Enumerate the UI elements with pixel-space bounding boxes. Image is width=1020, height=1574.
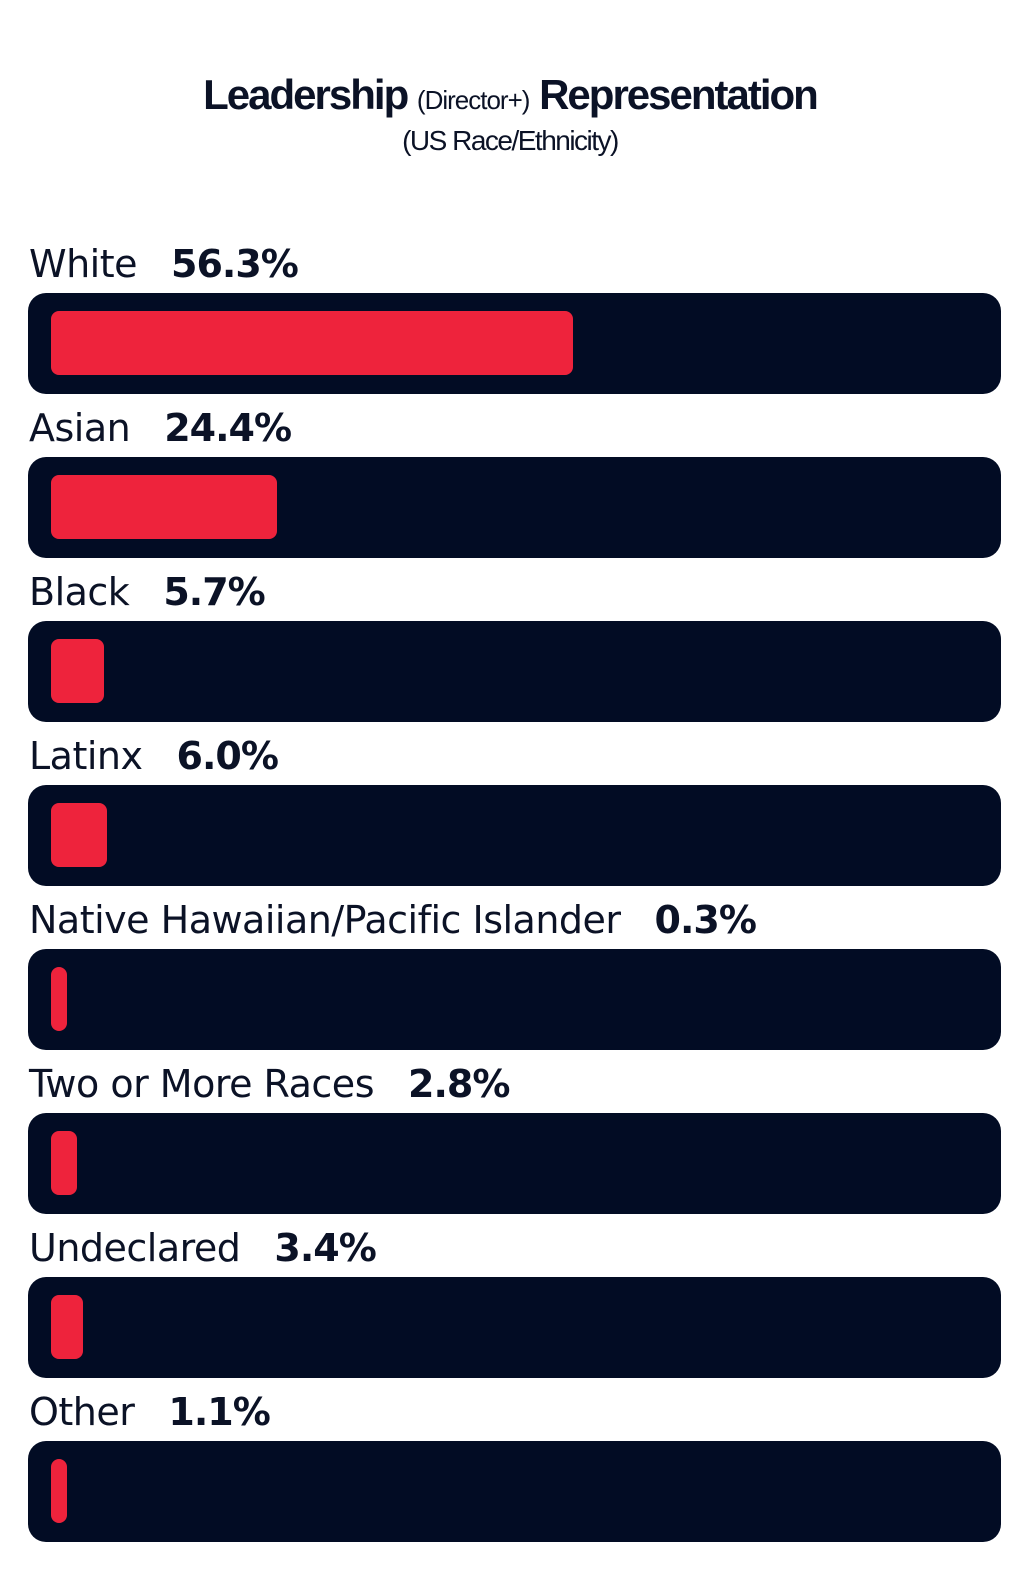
bar-track <box>28 621 1001 722</box>
bar <box>51 1131 77 1195</box>
chart-title-block: Leadership (Director+) Representation (U… <box>0 70 1020 157</box>
bar <box>51 639 104 703</box>
bar <box>51 1459 67 1523</box>
category-label: Native Hawaiian/Pacific Islander <box>29 898 621 942</box>
category-label: Undeclared <box>29 1226 241 1270</box>
category-label: Asian <box>29 406 131 450</box>
value-label: 3.4% <box>274 1226 376 1270</box>
value-label: 6.0% <box>176 734 279 778</box>
value-label: 2.8% <box>408 1062 510 1106</box>
row-label: Native Hawaiian/Pacific Islander 0.3% <box>29 896 757 944</box>
row-label: Undeclared 3.4% <box>29 1224 377 1272</box>
row-label: Asian 24.4% <box>29 404 292 452</box>
value-label: 1.1% <box>168 1390 270 1434</box>
row-label: Latinx 6.0% <box>29 732 279 780</box>
bar <box>51 803 107 867</box>
value-label: 56.3% <box>171 242 299 286</box>
category-label: Other <box>29 1390 135 1434</box>
bar-track <box>28 457 1001 558</box>
title-main-end: Representation <box>539 71 819 118</box>
value-label: 0.3% <box>654 898 757 942</box>
category-label: Two or More Races <box>29 1062 375 1106</box>
bar-track <box>28 1277 1001 1378</box>
category-label: Latinx <box>29 734 143 778</box>
bar-track <box>28 293 1001 394</box>
bar-track <box>28 949 1001 1050</box>
bar-track <box>28 785 1001 886</box>
row-label: Other 1.1% <box>29 1388 271 1436</box>
chart-subtitle: (US Race/Ethnicity) <box>402 125 619 156</box>
bar <box>51 1295 83 1359</box>
bar <box>51 475 278 539</box>
row-label: Black 5.7% <box>29 568 266 616</box>
row-label: White 56.3% <box>29 240 299 288</box>
value-label: 24.4% <box>164 406 292 450</box>
row-label: Two or More Races 2.8% <box>29 1060 510 1108</box>
bar-track <box>28 1113 1001 1214</box>
bar <box>51 967 67 1031</box>
category-label: White <box>29 242 138 286</box>
chart-title: Leadership (Director+) Representation <box>0 70 1020 125</box>
category-label: Black <box>29 570 130 614</box>
title-qualifier: (Director+) <box>416 85 531 115</box>
bar <box>51 311 574 375</box>
bar-track <box>28 1441 1001 1542</box>
title-main-start: Leadership <box>203 71 409 118</box>
value-label: 5.7% <box>163 570 265 614</box>
